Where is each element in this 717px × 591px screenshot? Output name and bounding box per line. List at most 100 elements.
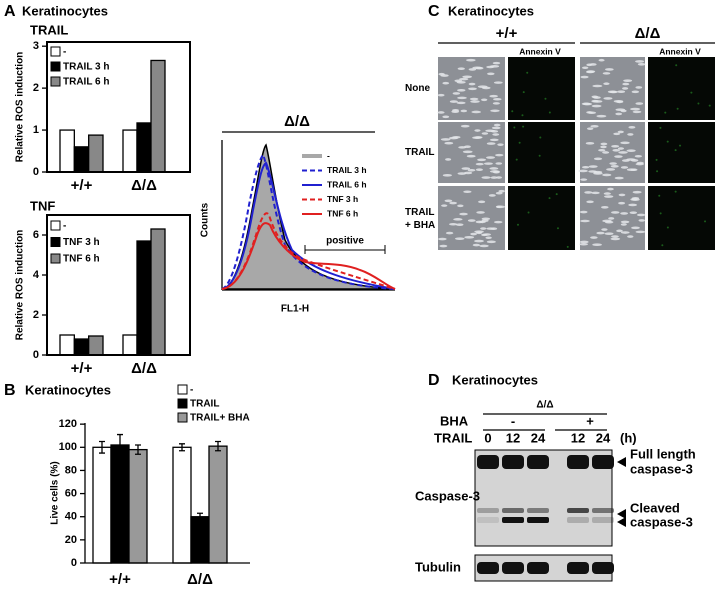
- stain: [544, 97, 547, 100]
- cell: [468, 82, 476, 86]
- cell: [449, 222, 458, 226]
- lane-label: 12: [506, 430, 520, 445]
- stain: [674, 149, 677, 152]
- cell: [605, 68, 614, 71]
- cell: [580, 178, 588, 181]
- micrograph: [648, 186, 715, 250]
- stain: [704, 220, 707, 223]
- cell: [630, 159, 639, 162]
- cell: [468, 87, 477, 91]
- cell: [493, 123, 501, 127]
- stain: [515, 158, 518, 161]
- channel-label: Annexin V: [519, 46, 561, 56]
- panel-letter: B: [4, 382, 16, 399]
- row-label: TRAIL: [405, 147, 434, 158]
- cell: [587, 127, 594, 130]
- x-axis-label: FL1-H: [281, 304, 309, 315]
- cell: [637, 213, 646, 217]
- stain: [659, 212, 662, 215]
- cell: [598, 148, 606, 152]
- legend-label: TRAIL+ BHA: [190, 413, 250, 424]
- cell: [596, 231, 605, 235]
- bha: -: [511, 413, 515, 428]
- cell: [582, 102, 593, 106]
- y-tick-label: 2: [33, 309, 39, 321]
- cell: [464, 235, 475, 239]
- cell: [440, 138, 451, 141]
- cell: [604, 232, 614, 235]
- legend-label: -: [327, 150, 330, 160]
- channel-label: Annexin V: [659, 46, 701, 56]
- cell: [582, 66, 589, 70]
- cell: [475, 168, 483, 172]
- cell: [492, 170, 500, 174]
- cell: [467, 219, 476, 222]
- cell: [618, 193, 626, 197]
- cell: [441, 204, 448, 207]
- cell: [457, 89, 466, 92]
- x-tick-label: +/+: [71, 360, 93, 377]
- legend-swatch: [177, 384, 188, 395]
- band: [567, 517, 589, 523]
- cell: [469, 97, 479, 101]
- cell: [453, 218, 463, 221]
- cell: [472, 243, 480, 247]
- cell: [635, 230, 646, 234]
- lane-label: 24: [596, 430, 611, 445]
- micrograph: [438, 186, 505, 250]
- cell: [636, 161, 644, 165]
- stain: [522, 91, 525, 94]
- cell: [628, 203, 637, 207]
- error-bar: [179, 443, 185, 452]
- cell: [616, 229, 623, 233]
- cell: [489, 167, 499, 170]
- legend-label: TRAIL 3 h: [327, 165, 367, 175]
- column-header: +/+: [496, 25, 518, 42]
- annotation: positive: [326, 236, 364, 247]
- cell: [454, 237, 465, 240]
- cell: [586, 200, 594, 204]
- cell: [475, 220, 484, 224]
- stain: [556, 227, 559, 230]
- cell: [592, 243, 602, 247]
- cell: [456, 101, 466, 105]
- cell: [485, 236, 492, 240]
- cell: [491, 126, 501, 130]
- stain: [661, 244, 664, 247]
- cell: [618, 201, 626, 205]
- stain: [548, 111, 551, 114]
- stain: [526, 71, 529, 74]
- stain: [659, 126, 662, 129]
- cell: [578, 169, 588, 173]
- cell: [495, 162, 503, 165]
- cell: [459, 77, 469, 81]
- bar: [59, 129, 75, 173]
- stain: [676, 107, 679, 110]
- y-tick-label: 80: [65, 464, 77, 476]
- cell: [438, 237, 447, 241]
- stain: [666, 140, 669, 143]
- cell: [580, 219, 590, 223]
- cell: [461, 167, 471, 170]
- stain: [708, 104, 711, 107]
- error-bar: [135, 444, 141, 455]
- legend-label: TRAIL 6 h: [63, 77, 109, 88]
- cell: [587, 111, 597, 115]
- bar: [136, 122, 152, 173]
- cell: [608, 217, 615, 220]
- cell: [611, 235, 619, 238]
- cell: [471, 110, 482, 114]
- stain: [538, 154, 541, 157]
- stain: [674, 190, 677, 193]
- cell: [479, 244, 489, 248]
- legend-swatch: [50, 46, 61, 57]
- cell: [489, 65, 500, 68]
- cell: [631, 198, 640, 201]
- cell: [615, 112, 623, 116]
- cell: [609, 90, 618, 94]
- stain: [539, 136, 542, 139]
- cell: [602, 72, 611, 75]
- stain: [655, 158, 658, 161]
- cell: [613, 99, 624, 103]
